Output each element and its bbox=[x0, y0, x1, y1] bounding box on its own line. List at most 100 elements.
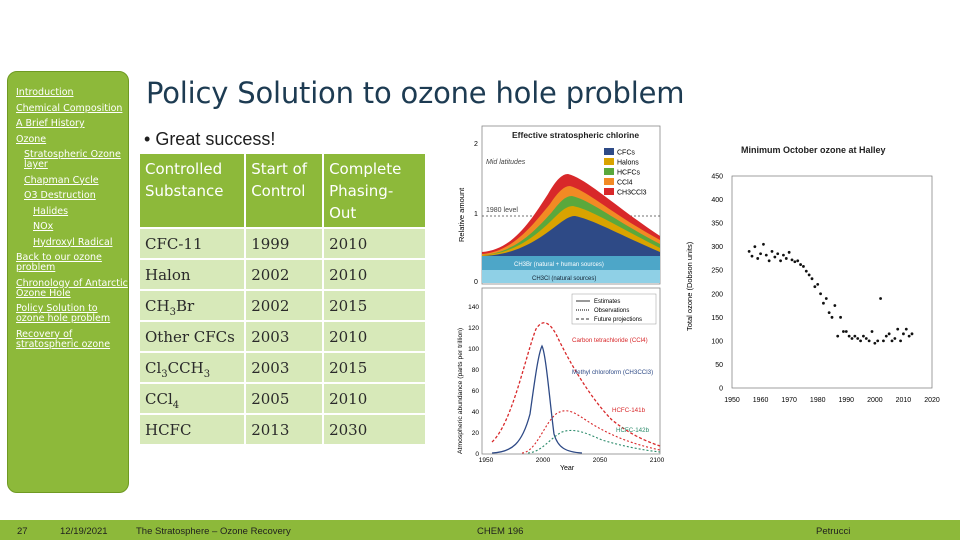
halley-data-point bbox=[793, 260, 797, 264]
table-row: CCl4 2005 2010 bbox=[140, 384, 425, 413]
nav-link-12[interactable]: Policy Solution to ozone hole problem bbox=[16, 303, 111, 324]
halley-data-point bbox=[864, 337, 868, 340]
halley-data-point bbox=[762, 242, 765, 246]
abundance-ytick: 20 bbox=[472, 430, 480, 437]
nav-link-4[interactable]: Stratospheric Ozone layer bbox=[24, 149, 121, 170]
end-year-cell: 2010 bbox=[324, 322, 425, 351]
halley-data-point bbox=[839, 315, 842, 319]
halley-data-point bbox=[833, 304, 837, 307]
nav-link-5[interactable]: Chapman Cycle bbox=[24, 174, 99, 186]
halley-ytick: 250 bbox=[711, 268, 723, 275]
abundance-ytick: 100 bbox=[468, 346, 479, 353]
halley-data-point bbox=[907, 334, 911, 338]
label-141b: HCFC-141b bbox=[612, 407, 646, 414]
chlorine-legend-label: HCFCs bbox=[617, 170, 640, 177]
abundance-ytick: 60 bbox=[472, 388, 480, 395]
chl-ytick-2: 2 bbox=[474, 141, 478, 148]
halley-data-point bbox=[782, 253, 785, 257]
nav-link-10[interactable]: Back to our ozone problem bbox=[16, 252, 102, 273]
nav-link-3[interactable]: Ozone bbox=[16, 133, 47, 145]
chlorine-legend: CFCs Halons HCFCs CCl4 CH3CCl3 bbox=[604, 148, 647, 197]
halley-data-point bbox=[807, 273, 811, 277]
halley-data-point bbox=[802, 265, 805, 268]
halley-data-point bbox=[779, 259, 782, 263]
halley-data-point bbox=[799, 263, 802, 266]
chlorine-legend-swatch bbox=[604, 158, 614, 165]
halley-ytick: 0 bbox=[719, 386, 723, 393]
label-142b: HCFC-142b bbox=[616, 427, 650, 434]
abundance-yticks: 0 20 40 60 80 100 120 140 bbox=[468, 304, 479, 458]
bullet-text: Great success! bbox=[155, 129, 276, 149]
substance-cell: HCFC bbox=[140, 415, 245, 444]
nav-link-6[interactable]: O3 Destruction bbox=[24, 190, 96, 201]
halley-ytick: 50 bbox=[715, 362, 723, 369]
abundance-xtick: 2050 bbox=[593, 457, 608, 464]
curve-mc bbox=[491, 344, 583, 454]
table-header-cell: Controlled Substance bbox=[140, 154, 245, 227]
halley-data-point bbox=[816, 282, 820, 286]
halley-data-point bbox=[879, 297, 882, 300]
halley-data-point bbox=[904, 327, 908, 331]
nav-link-8[interactable]: NOx bbox=[33, 221, 54, 232]
nav-link-9[interactable]: Hydroxyl Radical bbox=[33, 236, 113, 248]
label-ccl4: Carbon tetrachloride (CCl4) bbox=[572, 337, 648, 344]
table-header-cell: Complete Phasing-Out bbox=[324, 154, 425, 227]
band-ch3br bbox=[482, 256, 660, 270]
abundance-ytick: 80 bbox=[472, 367, 480, 374]
chlorine-legend-swatch bbox=[604, 148, 614, 155]
halley-data-point bbox=[819, 292, 822, 296]
chlorine-legend-label: CFCs bbox=[617, 150, 635, 157]
footer-bar bbox=[0, 520, 960, 540]
chlorine-abundance-figure: Effective stratospheric chlorine Mid lat… bbox=[457, 125, 665, 472]
halley-data-point bbox=[882, 339, 885, 343]
nav-link-11[interactable]: Chronology of Antarctic Ozone Hole bbox=[16, 277, 128, 299]
end-year-cell: 2010 bbox=[324, 260, 425, 289]
nav-link-7[interactable]: Halides bbox=[33, 205, 69, 217]
footer-page-number: 27 bbox=[17, 526, 28, 537]
level-1980-label: 1980 level bbox=[486, 207, 518, 214]
nav-list: Introduction Chemical Composition A Brief … bbox=[16, 88, 128, 355]
halley-data-point bbox=[836, 334, 840, 338]
nav-link-13[interactable]: Recovery of stratospheric ozone bbox=[16, 328, 111, 350]
abundance-ytick: 120 bbox=[468, 325, 479, 332]
chl-ytick-1: 1 bbox=[474, 211, 478, 218]
table-header-cell: Start of Control bbox=[246, 154, 323, 227]
end-year-cell: 2010 bbox=[324, 384, 425, 413]
sidebar-nav-panel: Introduction Chemical Composition A Brief … bbox=[7, 71, 129, 493]
curve-141b bbox=[521, 410, 661, 454]
end-year-cell: 2010 bbox=[324, 229, 425, 258]
halley-data-point bbox=[859, 339, 862, 343]
halley-data-point bbox=[756, 257, 760, 260]
halley-ytick: 450 bbox=[711, 174, 723, 181]
nav-link-2[interactable]: A Brief History bbox=[16, 118, 85, 129]
halley-data-point bbox=[870, 330, 874, 333]
chlorine-legend-label: Halons bbox=[617, 160, 639, 167]
chl-ylabel: Relative amount bbox=[457, 187, 466, 242]
mid-latitudes-label: Mid latitudes bbox=[486, 159, 526, 166]
nav-link-1[interactable]: Chemical Composition bbox=[16, 102, 123, 114]
halley-data-point bbox=[767, 259, 771, 263]
phaseout-table: Controlled Substance Start of Control Comp… bbox=[138, 152, 427, 446]
abundance-xticks: 1950 2000 2050 2100 bbox=[479, 457, 665, 464]
start-year-cell: 2002 bbox=[246, 260, 323, 289]
abundance-ytick: 40 bbox=[472, 409, 480, 416]
halley-data-point bbox=[884, 334, 888, 338]
halley-ytick: 400 bbox=[711, 197, 723, 204]
halley-data-point bbox=[747, 249, 751, 253]
footer-course-title: The Stratosphere – Ozone Recovery bbox=[136, 526, 291, 537]
halley-xtick: 2020 bbox=[924, 397, 940, 404]
halley-data-point bbox=[847, 334, 851, 338]
curve-142b bbox=[527, 429, 661, 454]
legend-proj: Future projections bbox=[594, 317, 642, 323]
halley-data-point bbox=[753, 245, 757, 249]
slide-title: Policy Solution to ozone hole problem bbox=[146, 76, 685, 110]
halley-data-point bbox=[784, 257, 788, 260]
table-row: CFC-11 1999 2010 bbox=[140, 229, 425, 258]
band-ch3br-label: CH3Br (natural + human sources) bbox=[514, 262, 604, 268]
abundance-xtick: 2000 bbox=[536, 457, 551, 464]
table-row: Other CFCs 2003 2010 bbox=[140, 322, 425, 351]
bullet-great-success: • Great success! bbox=[144, 129, 276, 149]
nav-link-0[interactable]: Introduction bbox=[16, 87, 74, 98]
end-year-cell: 2015 bbox=[324, 291, 425, 320]
halley-data-point bbox=[844, 330, 848, 333]
